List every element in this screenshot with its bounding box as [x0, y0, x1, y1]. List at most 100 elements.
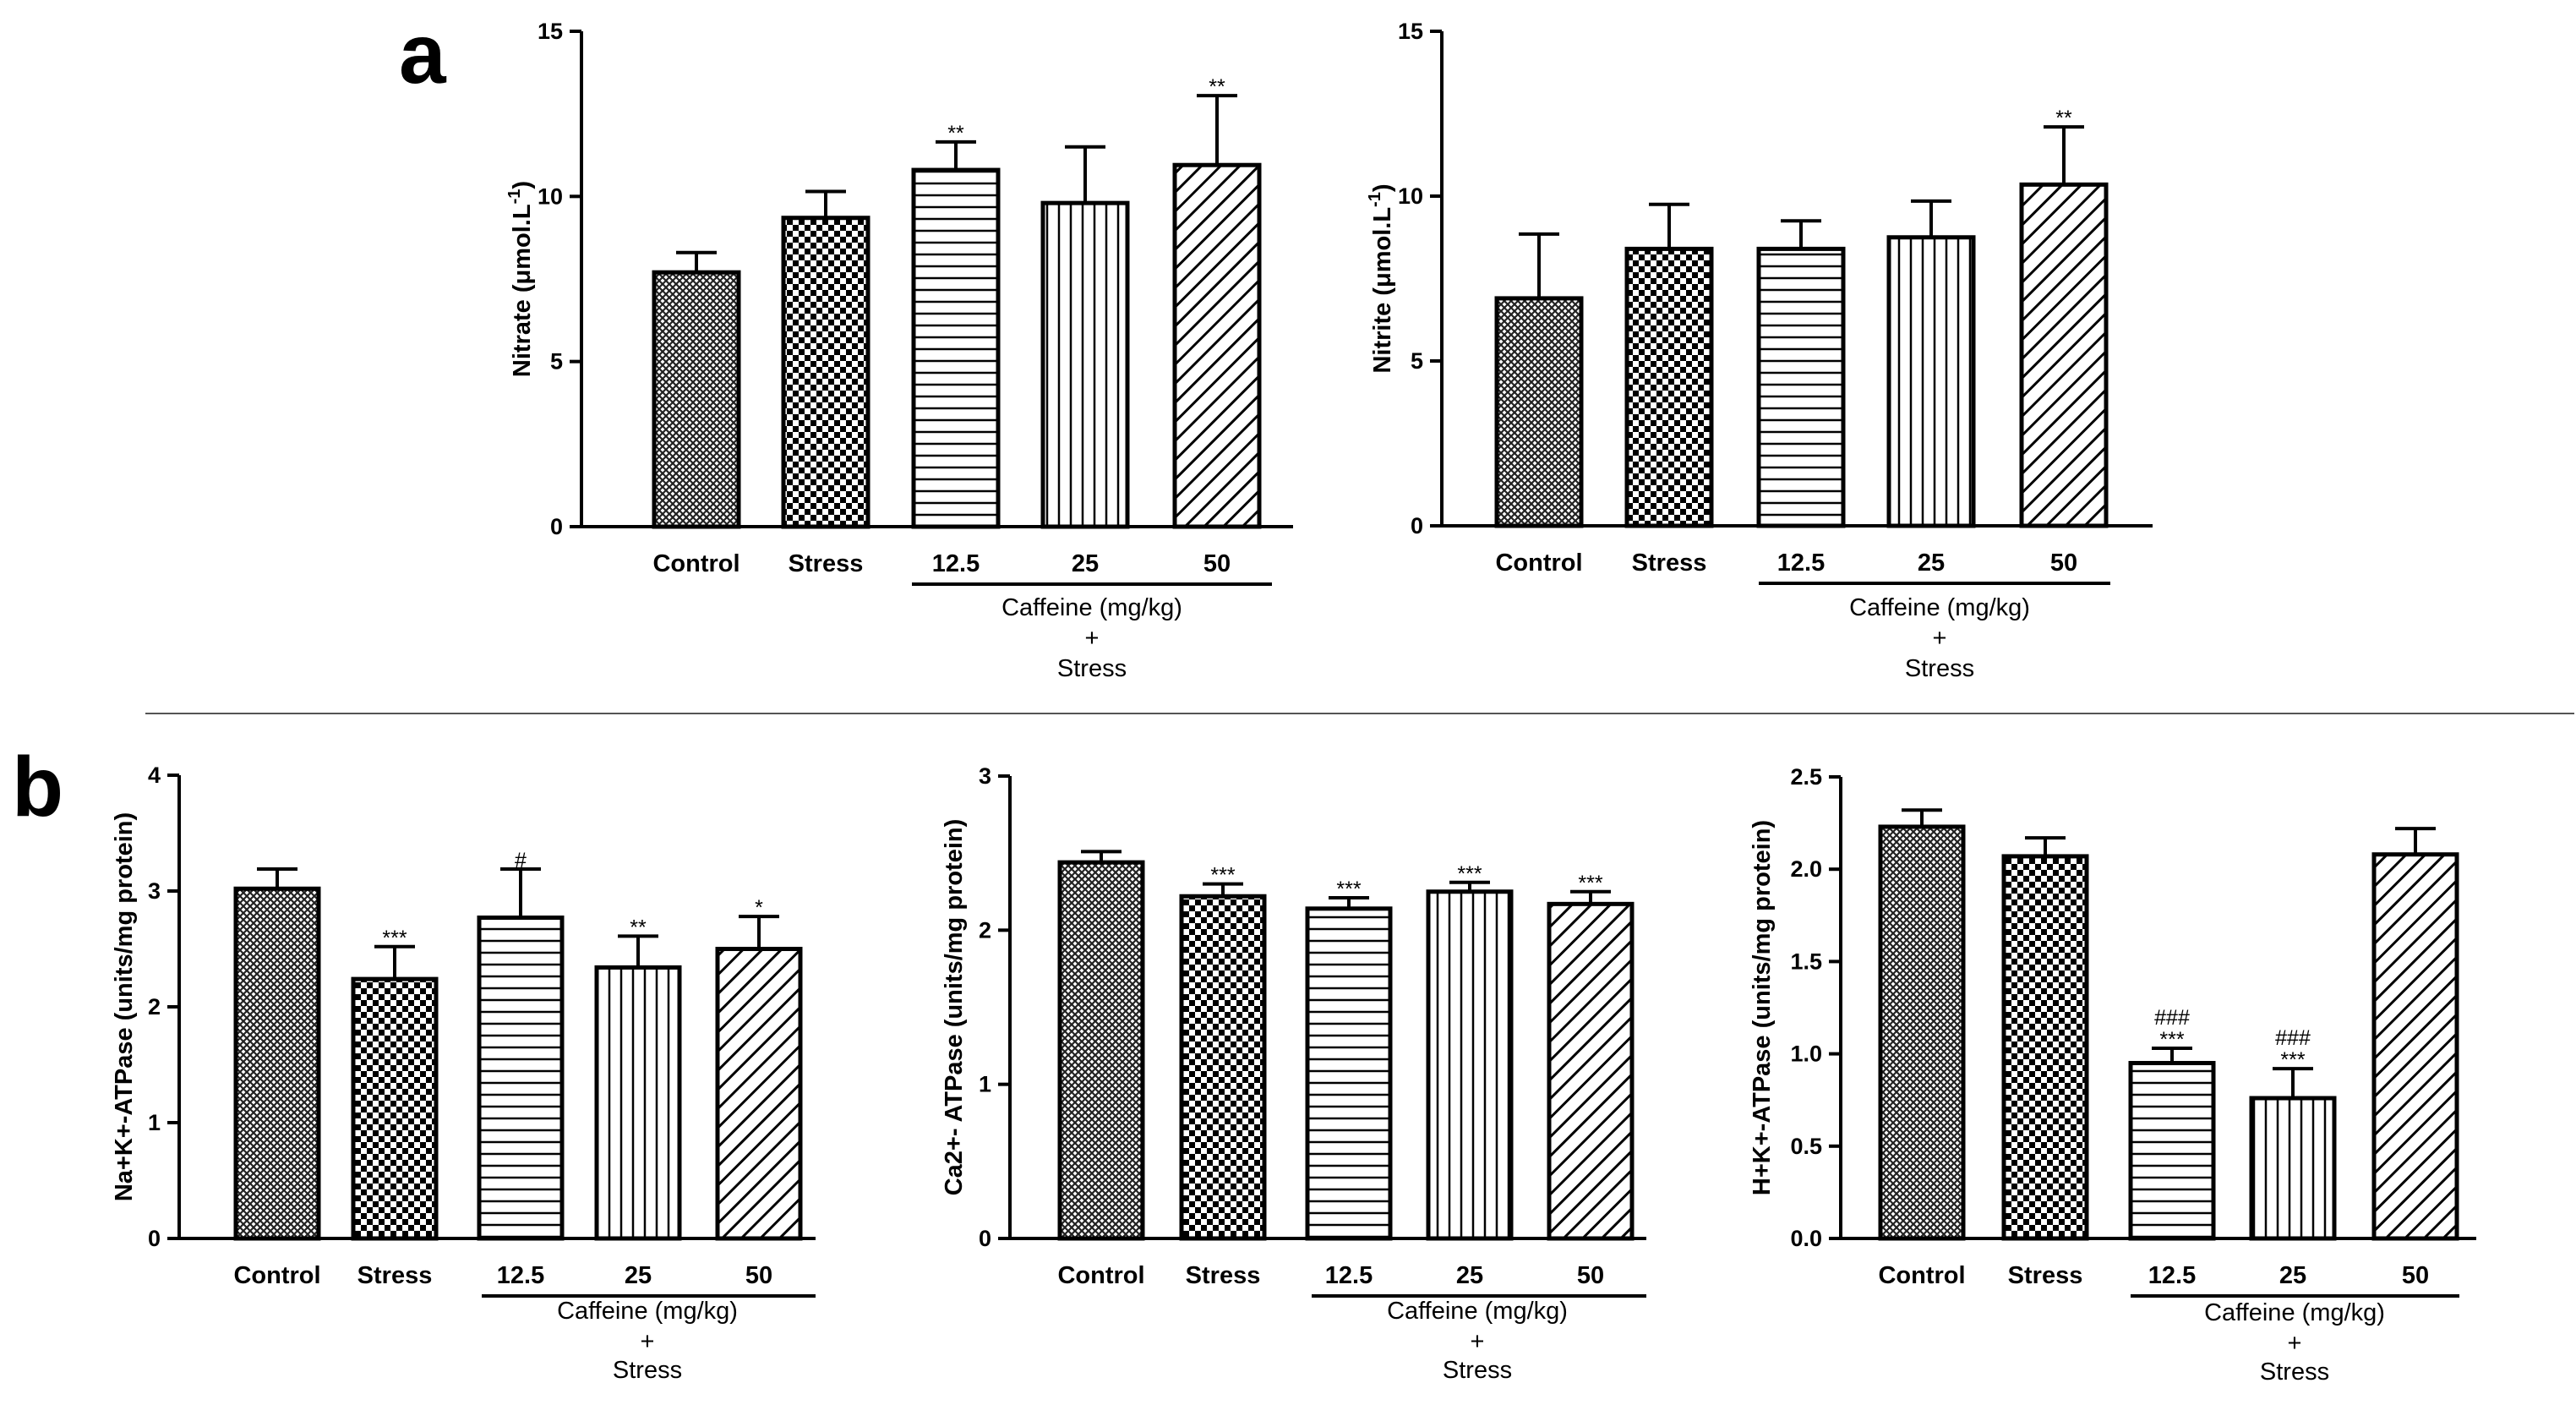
- bar-50: [2371, 852, 2459, 1241]
- bar-25: [1886, 235, 1976, 528]
- significance-label: ***: [1210, 864, 1235, 888]
- y-tick-label: 0: [148, 1226, 161, 1251]
- chart-nitrite: 0 5 10 15 Nitrite (μmol.L-1) Control Stress 12.…: [1366, 19, 2153, 682]
- bar-12-5: [2128, 1061, 2216, 1241]
- significance-label: **: [630, 916, 647, 939]
- y-tick-label: 2: [979, 917, 991, 943]
- group-label-line: Stress: [1057, 655, 1127, 682]
- bar-stress: [781, 216, 870, 529]
- y-tick-label: 1: [148, 1110, 161, 1135]
- significance-label: ***: [1336, 877, 1361, 901]
- bar-12-5: [911, 167, 1001, 529]
- y-axis-title: H+K+-ATPase (units/mg protein): [1749, 820, 1776, 1195]
- bar-50: [1172, 162, 1262, 529]
- x-category-label: Stress: [1632, 549, 1707, 577]
- y-tick-label: 10: [1398, 183, 1423, 209]
- y-axis-title: Ca2+- ATPase (units/mg protein): [941, 819, 968, 1196]
- group-label-line: +: [1933, 625, 1947, 652]
- group-label-line: +: [1085, 625, 1100, 652]
- y-tick-label: 3: [148, 878, 161, 904]
- x-category-label: 50: [745, 1262, 772, 1289]
- y-tick-label: 10: [538, 183, 563, 209]
- chart-nitrate: 0 5 10 15 Nitrate (μmol.L-1) Control Stress ** 1…: [505, 19, 1293, 682]
- y-tick-label: 4: [148, 763, 161, 788]
- y-tick-label: 0: [979, 1226, 991, 1251]
- panel-label-a: a: [399, 7, 447, 101]
- group-label-line: Caffeine (mg/kg): [557, 1298, 738, 1325]
- significance-label: **: [947, 122, 964, 145]
- group-label-line: Caffeine (mg/kg): [2204, 1299, 2385, 1326]
- y-tick-label: 2: [148, 994, 161, 1020]
- bar-50: [1547, 901, 1635, 1241]
- group-label-line: Stress: [613, 1357, 682, 1384]
- significance-label: **: [2055, 107, 2072, 130]
- x-category-label: 25: [1918, 549, 1945, 577]
- bar-stress: [1624, 246, 1714, 528]
- significance-label: **: [1209, 75, 1225, 99]
- y-tick-label: 15: [538, 19, 563, 44]
- bar-50: [2019, 182, 2109, 528]
- group-label-line: +: [641, 1328, 655, 1355]
- x-category-label: 12.5: [497, 1262, 544, 1289]
- x-category-label: 12.5: [1777, 549, 1825, 577]
- y-tick-label: 0.0: [1790, 1226, 1822, 1251]
- bar-control: [233, 886, 321, 1241]
- y-tick-label: 15: [1398, 19, 1423, 44]
- group-label-line: Stress: [2260, 1359, 2329, 1386]
- x-category-label: Control: [652, 550, 740, 577]
- x-category-label: Stress: [2008, 1262, 2083, 1289]
- bar-12-5: [1305, 906, 1393, 1241]
- chart-nak-atpase: 0 1 2 3 4 Na+K+-ATPase (units/mg protein) Cont…: [111, 763, 816, 1384]
- x-category-label: 50: [1577, 1262, 1604, 1289]
- x-category-label: 12.5: [1325, 1262, 1373, 1289]
- y-tick-label: 1.5: [1790, 949, 1822, 974]
- y-tick-label: 5: [550, 349, 563, 374]
- significance-label: #: [515, 849, 527, 872]
- y-tick-label: 2.0: [1790, 856, 1822, 882]
- x-category-label: 25: [625, 1262, 652, 1289]
- group-label-line: Caffeine (mg/kg): [1849, 594, 2030, 621]
- chart-hk-atpase: 0.0 0.5 1.0 1.5 2.0 2.5 H+K+-ATPase (units/mg …: [1749, 764, 2476, 1386]
- bar-50: [715, 947, 803, 1241]
- x-category-label: 25: [1072, 550, 1099, 577]
- significance-label-hash: ###: [2154, 1006, 2190, 1030]
- bar-25: [594, 965, 682, 1241]
- significance-label: ***: [2159, 1028, 2184, 1052]
- y-tick-label: 1: [979, 1072, 991, 1097]
- significance-label: ***: [382, 927, 407, 950]
- bar-control: [652, 270, 741, 529]
- bar-control: [1494, 296, 1584, 528]
- y-axis-title: Nitrate (μmol.L-1): [505, 181, 536, 377]
- significance-label: *: [755, 896, 763, 920]
- bar-control: [1878, 824, 1966, 1241]
- panel-label-b: b: [12, 740, 63, 834]
- bar-12-5: [477, 916, 565, 1241]
- y-tick-label: 2.5: [1790, 764, 1822, 790]
- bar-12-5: [1756, 246, 1846, 528]
- bar-control: [1057, 860, 1145, 1241]
- significance-label: ***: [2280, 1048, 2305, 1072]
- y-tick-label: 5: [1411, 348, 1423, 374]
- x-category-label: 50: [2050, 549, 2077, 577]
- x-category-label: Control: [1057, 1262, 1144, 1289]
- x-category-label: 12.5: [932, 550, 980, 577]
- x-category-label: Stress: [789, 550, 864, 577]
- chart-ca-atpase: 0 1 2 3 Ca2+- ATPase (units/mg protein) Contr…: [941, 763, 1646, 1384]
- group-label-line: +: [2288, 1330, 2302, 1357]
- x-category-label: Control: [233, 1262, 320, 1289]
- y-axis-title: Nitrite (μmol.L-1): [1366, 183, 1396, 373]
- y-tick-label: 3: [979, 763, 991, 789]
- group-label-line: Stress: [1443, 1357, 1512, 1384]
- significance-label: ***: [1457, 862, 1482, 886]
- bar-stress: [1179, 894, 1267, 1241]
- bar-stress: [351, 976, 439, 1241]
- bar-stress: [2001, 854, 2089, 1241]
- y-tick-label: 0.5: [1790, 1134, 1822, 1159]
- y-tick-label: 0: [1411, 513, 1423, 538]
- x-category-label: 25: [1456, 1262, 1483, 1289]
- group-label-line: Caffeine (mg/kg): [1001, 594, 1182, 621]
- y-tick-label: 1.0: [1790, 1041, 1822, 1067]
- bar-25: [1426, 889, 1514, 1241]
- x-category-label: 50: [2402, 1262, 2429, 1289]
